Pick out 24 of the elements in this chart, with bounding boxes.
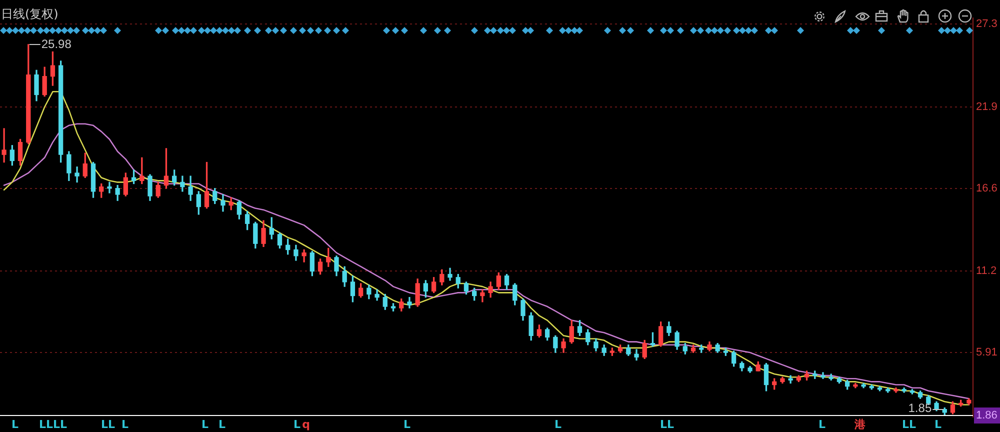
- text: L: [218, 418, 226, 431]
- y-tick-label: 11.2: [976, 265, 997, 278]
- annotation: 1.85: [908, 400, 932, 415]
- text: L: [818, 418, 826, 431]
- text: LL: [902, 418, 916, 431]
- annotation: 25.98: [41, 36, 72, 51]
- y-tick-label: 5.91: [976, 346, 998, 358]
- text: L: [121, 418, 129, 431]
- text: L: [554, 418, 562, 431]
- text: LLLL: [38, 418, 68, 431]
- text: 港: [854, 418, 866, 431]
- text: L: [403, 418, 411, 431]
- text: L: [11, 418, 19, 431]
- ref-line-label: 1.86: [976, 410, 998, 422]
- text: LL: [100, 418, 116, 431]
- chart-title: 日线(复权): [1, 7, 58, 22]
- y-tick-label: 27.3: [976, 18, 998, 30]
- y-tick-label: 16.6: [976, 182, 998, 194]
- text: L: [293, 418, 301, 431]
- y-tick-label: 21.9: [976, 101, 998, 114]
- text: L: [934, 418, 942, 431]
- text: L: [201, 418, 209, 431]
- text: q: [302, 418, 310, 431]
- text: LL: [660, 418, 674, 431]
